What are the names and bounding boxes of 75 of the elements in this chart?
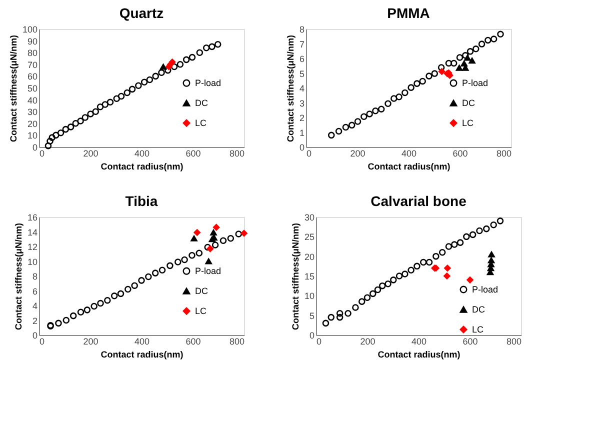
x-axis-title: Contact radius(nm) bbox=[378, 350, 460, 360]
x-tick-label: 200 bbox=[83, 336, 98, 346]
y-tick-label: 3 bbox=[299, 98, 304, 108]
legend-label: DC bbox=[462, 98, 476, 108]
y-tick-label: 25 bbox=[304, 232, 314, 242]
legend-label: LC bbox=[195, 306, 208, 316]
legend-label: LC bbox=[462, 118, 474, 128]
x-tick-label: 800 bbox=[496, 148, 512, 158]
y-tick-label: 7 bbox=[299, 39, 304, 50]
y-tick-label: 6 bbox=[32, 286, 38, 296]
y-tick-label: 5 bbox=[309, 310, 314, 321]
x-axis-title: Contact radius(nm) bbox=[100, 162, 184, 172]
x-tick-label: 400 bbox=[411, 336, 427, 346]
y-tick-label: 10 bbox=[304, 291, 314, 302]
x-tick-label: 200 bbox=[83, 148, 98, 158]
legend-label: LC bbox=[472, 324, 484, 334]
y-tick-label: 80 bbox=[27, 48, 38, 58]
y-tick-label: 16 bbox=[27, 212, 38, 222]
x-tick-label: 0 bbox=[40, 336, 45, 346]
legend-label: P-load bbox=[462, 78, 488, 88]
x-tick-label: 0 bbox=[40, 148, 45, 158]
x-axis-title: Contact radius(nm) bbox=[368, 162, 450, 172]
y-tick-label: 20 bbox=[27, 118, 38, 129]
y-tick-label: 12 bbox=[27, 242, 38, 252]
y-tick-label: 14 bbox=[27, 227, 38, 238]
y-tick-label: 4 bbox=[299, 84, 304, 94]
y-tick-label: 15 bbox=[304, 272, 314, 282]
chart-title: PMMA bbox=[387, 5, 430, 21]
y-tick-label: 8 bbox=[299, 24, 304, 34]
y-tick-label: 2 bbox=[32, 316, 38, 326]
chart-title: Tibia bbox=[125, 193, 158, 209]
y-tick-label: 4 bbox=[32, 301, 38, 311]
legend-label: P-load bbox=[195, 78, 222, 88]
x-tick-label: 400 bbox=[134, 148, 150, 158]
y-tick-label: 8 bbox=[32, 272, 38, 282]
y-axis-title: Contact stiffness(μN/nm) bbox=[285, 34, 296, 142]
x-tick-label: 200 bbox=[360, 336, 376, 346]
legend-label: P-load bbox=[195, 266, 222, 276]
x-tick-label: 0 bbox=[316, 336, 322, 346]
x-tick-label: 800 bbox=[229, 336, 244, 346]
legend-label: DC bbox=[472, 304, 486, 314]
y-tick-label: 5 bbox=[299, 68, 304, 79]
legend-label: DC bbox=[195, 286, 208, 296]
y-tick-label: 6 bbox=[299, 54, 304, 64]
x-tick-label: 800 bbox=[506, 336, 522, 346]
x-tick-label: 600 bbox=[186, 148, 201, 158]
y-tick-label: 20 bbox=[304, 252, 314, 262]
y-tick-label: 30 bbox=[304, 212, 314, 222]
chart-title: Quartz bbox=[119, 5, 164, 21]
y-tick-label: 10 bbox=[27, 130, 38, 141]
x-tick-label: 400 bbox=[401, 148, 417, 158]
y-tick-label: 40 bbox=[27, 95, 38, 106]
x-tick-label: 600 bbox=[462, 336, 478, 346]
x-tick-label: 800 bbox=[229, 148, 244, 158]
y-axis-title: Contact stiffness(μN/nm) bbox=[290, 222, 300, 330]
legend-label: LC bbox=[195, 118, 208, 128]
y-tick-label: 50 bbox=[27, 84, 38, 94]
y-axis-title: Contact stiffness(μN/nm) bbox=[8, 34, 18, 142]
y-axis-title: Contact stiffness(μN/nm) bbox=[13, 222, 24, 330]
y-tick-label: 60 bbox=[27, 72, 38, 82]
legend-label: P-load bbox=[472, 284, 498, 294]
y-tick-label: 30 bbox=[27, 107, 38, 118]
x-axis-title: Contact radius(nm) bbox=[100, 350, 184, 360]
x-tick-label: 600 bbox=[452, 148, 468, 158]
y-tick-label: 70 bbox=[27, 60, 38, 70]
y-tick-label: 90 bbox=[27, 36, 38, 46]
x-tick-label: 400 bbox=[134, 336, 150, 346]
y-tick-label: 2 bbox=[299, 113, 304, 123]
x-tick-label: 200 bbox=[350, 148, 366, 158]
chart-title: Calvarial bone bbox=[370, 193, 467, 209]
y-tick-label: 10 bbox=[27, 256, 38, 267]
x-tick-label: 600 bbox=[186, 336, 201, 346]
y-tick-label: 100 bbox=[22, 24, 38, 34]
legend-label: DC bbox=[195, 98, 208, 108]
y-tick-label: 1 bbox=[299, 128, 304, 138]
